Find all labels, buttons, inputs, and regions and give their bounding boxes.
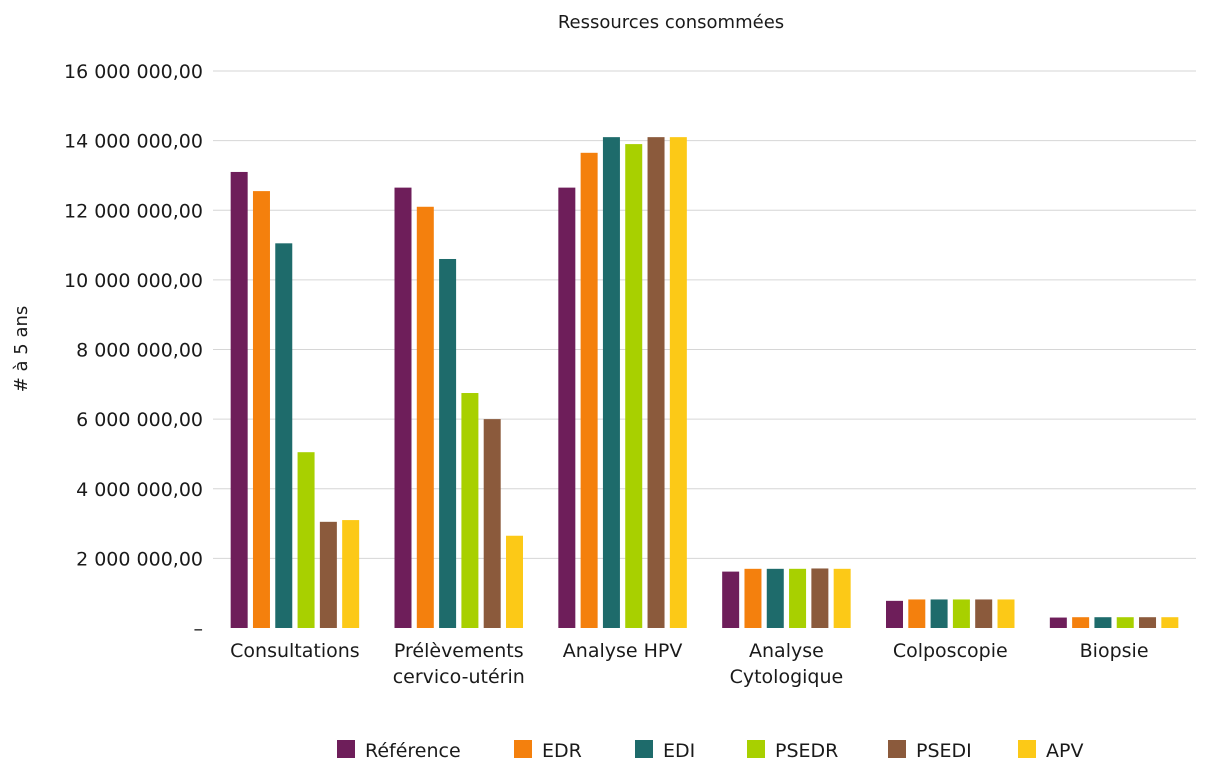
- legend-swatch: [337, 740, 355, 758]
- series-apv: [342, 137, 1179, 629]
- legend-swatch: [635, 740, 653, 758]
- legend-label: APV: [1046, 740, 1083, 762]
- legend-label: EDR: [542, 740, 582, 762]
- legend-item: Référence: [337, 740, 461, 762]
- legend-label: PSEDR: [775, 740, 838, 762]
- y-tick-label: 8 000 000,00: [76, 340, 203, 362]
- bar: [416, 206, 434, 629]
- bar: [886, 600, 903, 628]
- bar: [975, 599, 993, 628]
- bar: [669, 137, 687, 629]
- bar: [483, 419, 501, 628]
- gridlines: [213, 70, 1196, 559]
- bar: [766, 568, 784, 628]
- legend-label: EDI: [663, 740, 695, 762]
- y-tick-label: 14 000 000,00: [64, 131, 203, 153]
- y-tick-label: 2 000 000,00: [76, 548, 203, 570]
- bar: [506, 535, 523, 628]
- y-axis-label: # à 5 ans: [11, 306, 32, 393]
- bar: [789, 568, 807, 628]
- series-r-f-rence: [230, 171, 1067, 629]
- legend-item: APV: [1018, 740, 1083, 762]
- bar: [722, 571, 740, 628]
- legend-swatch: [888, 740, 906, 758]
- bar: [1161, 617, 1179, 628]
- bar: [394, 187, 412, 628]
- bar: [275, 243, 293, 628]
- legend-label: PSEDI: [916, 740, 972, 762]
- bars: [230, 137, 1179, 629]
- bar: [1072, 617, 1090, 628]
- legend: Référence EDR EDI PSEDR PSEDI APV: [337, 740, 1083, 762]
- y-tick-label: 10 000 000,00: [64, 270, 203, 292]
- bar: [833, 568, 851, 628]
- category-label: Consultations: [230, 640, 360, 662]
- bar: [625, 144, 643, 628]
- legend-swatch: [1018, 740, 1036, 758]
- category-label: cervico-utérin: [393, 666, 525, 688]
- bar: [297, 452, 315, 628]
- y-tick-label: 6 000 000,00: [76, 409, 203, 431]
- category-label: Analyse: [749, 640, 824, 662]
- bar: [1116, 617, 1134, 628]
- legend-item: PSEDR: [747, 740, 838, 762]
- legend-swatch: [747, 740, 765, 758]
- category-label: Cytologique: [730, 666, 844, 688]
- series-edr: [252, 152, 1090, 629]
- bar: [1094, 617, 1112, 628]
- y-axis-ticks: – 2 000 000,00 4 000 000,00 6 000 000,00 8 0…: [64, 61, 203, 640]
- category-label: Prélèvements: [394, 640, 524, 662]
- category-label: Biopsie: [1080, 640, 1149, 662]
- y-tick-label: –: [194, 618, 204, 640]
- bar: [744, 568, 762, 628]
- bar: [952, 599, 970, 628]
- bar: [439, 258, 457, 628]
- bar: [319, 521, 337, 628]
- bar: [930, 599, 948, 628]
- series-psedi: [319, 137, 1157, 629]
- bar: [1139, 617, 1157, 628]
- legend-swatch: [514, 740, 532, 758]
- legend-label: Référence: [365, 740, 461, 762]
- bar: [1049, 617, 1067, 628]
- bar: [342, 520, 360, 628]
- bar: [580, 152, 598, 628]
- bar: [461, 393, 479, 628]
- legend-item: EDR: [514, 740, 582, 762]
- y-tick-label: 16 000 000,00: [64, 61, 203, 83]
- bar: [811, 568, 829, 628]
- bar: [602, 137, 620, 629]
- series-edi: [275, 137, 1112, 629]
- legend-item: PSEDI: [888, 740, 972, 762]
- legend-item: EDI: [635, 740, 695, 762]
- category-label: Analyse HPV: [563, 640, 683, 662]
- y-tick-label: 12 000 000,00: [64, 200, 203, 222]
- bar: [997, 599, 1015, 628]
- chart-title: Ressources consommées: [558, 12, 784, 33]
- bar: [558, 187, 576, 628]
- series-psedr: [297, 144, 1134, 628]
- category-label: Colposcopie: [893, 640, 1008, 662]
- bar: [252, 191, 270, 628]
- category-labels: Consultations Prélèvements cervico-utérin A…: [230, 640, 1148, 688]
- bar: [647, 137, 665, 629]
- bar: [230, 171, 248, 629]
- y-tick-label: 4 000 000,00: [76, 479, 203, 501]
- bar: [908, 599, 926, 628]
